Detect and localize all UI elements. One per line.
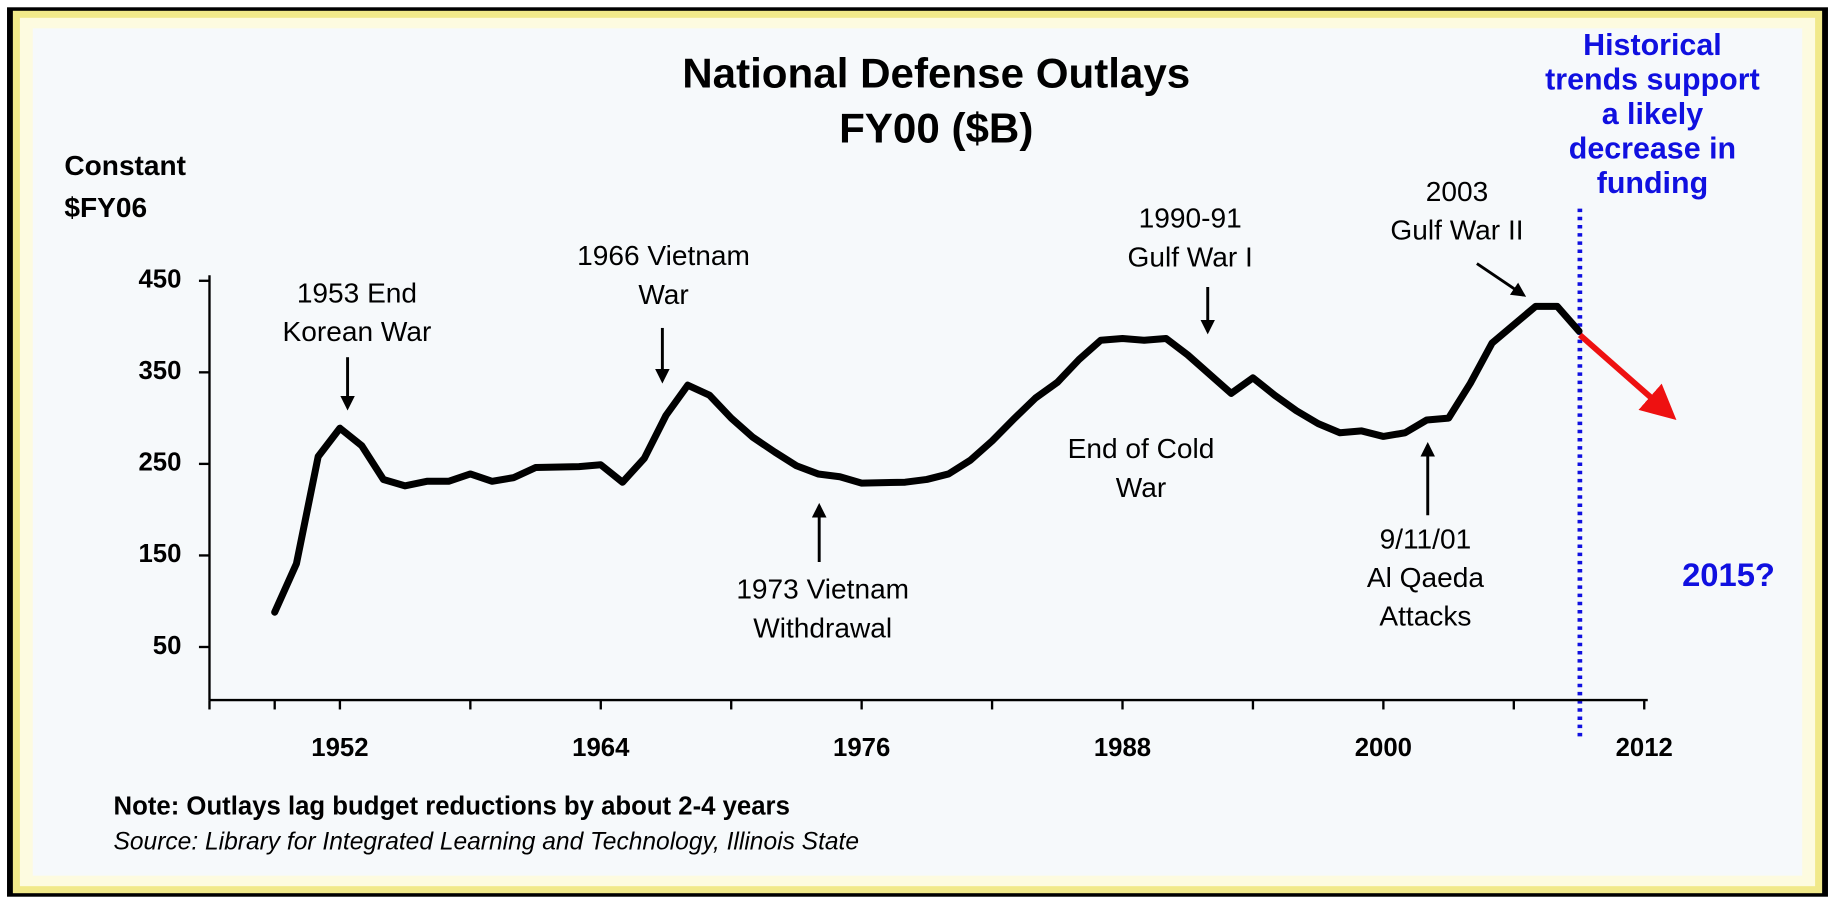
- forecast-note: funding: [1597, 166, 1708, 200]
- annotation: 1953 End: [297, 278, 417, 309]
- y-tick-label: 50: [153, 632, 182, 660]
- y-axis-label: Constant: [64, 150, 186, 181]
- chart-title: National Defense Outlays: [682, 49, 1190, 96]
- annotation: End of Cold: [1068, 433, 1215, 464]
- trend-arrow: [1577, 332, 1677, 420]
- source: Source: Library for Integrated Learning …: [114, 828, 860, 855]
- forecast-note: decrease in: [1569, 132, 1736, 166]
- x-tick-label: 1952: [311, 734, 368, 762]
- annotation: 1990-91: [1139, 203, 1242, 234]
- plot-background: [32, 28, 1803, 876]
- y-tick-label: 450: [138, 266, 181, 294]
- annotation: 2003: [1426, 176, 1488, 207]
- x-tick-label: 1976: [833, 734, 890, 762]
- x-tick-label: 1964: [572, 734, 630, 762]
- annotation-arrow: [1476, 262, 1527, 297]
- annotation: War: [1116, 472, 1166, 503]
- annotation: Gulf War I: [1128, 241, 1253, 272]
- y-tick-label: 250: [138, 449, 181, 477]
- y-axis-label: $FY06: [64, 192, 147, 223]
- annotation: Withdrawal: [753, 612, 892, 643]
- chart-subtitle: FY00 ($B): [839, 104, 1033, 151]
- note: Note: Outlays lag budget reductions by a…: [114, 793, 790, 821]
- x-tick-label: 1988: [1094, 734, 1151, 762]
- annotation: 1973 Vietnam: [736, 574, 909, 605]
- y-tick-label: 350: [138, 357, 181, 385]
- annotation: War: [638, 279, 688, 310]
- x-tick-label: 2012: [1616, 734, 1673, 762]
- forecast-note: a likely: [1602, 97, 1704, 131]
- x-tick-label: 2000: [1355, 734, 1412, 762]
- annotation: 1966 Vietnam: [577, 240, 750, 271]
- annotation: Attacks: [1379, 601, 1471, 632]
- annotation: Al Qaeda: [1367, 562, 1484, 593]
- forecast-label: 2015?: [1682, 556, 1775, 593]
- y-tick-label: 150: [138, 540, 181, 568]
- forecast-note: trends support: [1545, 63, 1760, 97]
- annotation: Gulf War II: [1390, 214, 1523, 245]
- annotation: Korean War: [283, 316, 432, 347]
- forecast-note: Historical: [1583, 28, 1722, 62]
- data-line: [271, 302, 1583, 616]
- annotation: 9/11/01: [1380, 523, 1472, 554]
